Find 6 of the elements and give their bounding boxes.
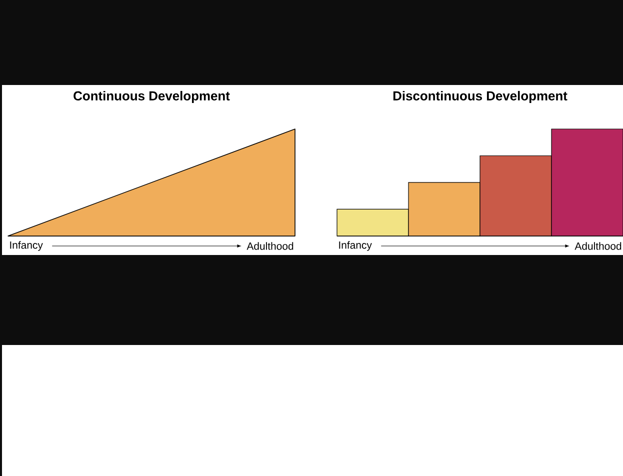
text: Adulthood (574, 242, 622, 250)
text: Infancy (10, 241, 43, 251)
text: Adulthood (246, 242, 294, 250)
chart-title: Continuous Development (74, 90, 230, 104)
text: Infancy (339, 241, 372, 251)
chart-title: Discontinuous Development (393, 90, 568, 104)
